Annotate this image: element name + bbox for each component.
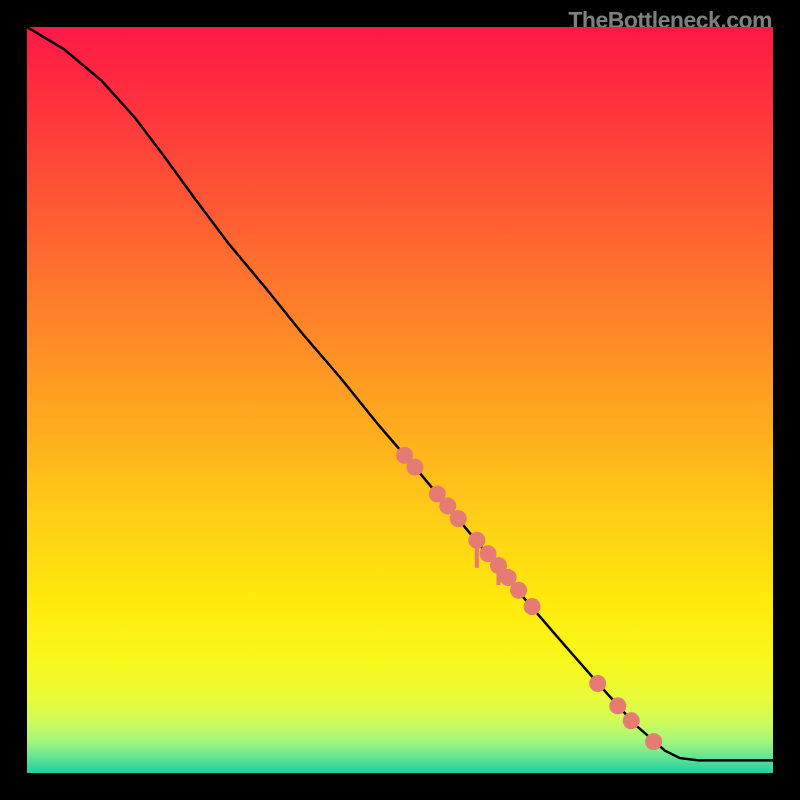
gradient-background <box>27 27 773 773</box>
scatter-point <box>623 712 640 729</box>
chart-plot-area <box>27 27 773 773</box>
scatter-point <box>589 675 606 692</box>
scatter-point <box>450 510 467 527</box>
chart-svg <box>27 27 773 773</box>
scatter-point <box>468 532 485 549</box>
scatter-point <box>524 598 541 615</box>
scatter-point <box>645 733 662 750</box>
scatter-point <box>609 697 626 714</box>
scatter-point <box>406 459 423 476</box>
scatter-point <box>510 582 527 599</box>
